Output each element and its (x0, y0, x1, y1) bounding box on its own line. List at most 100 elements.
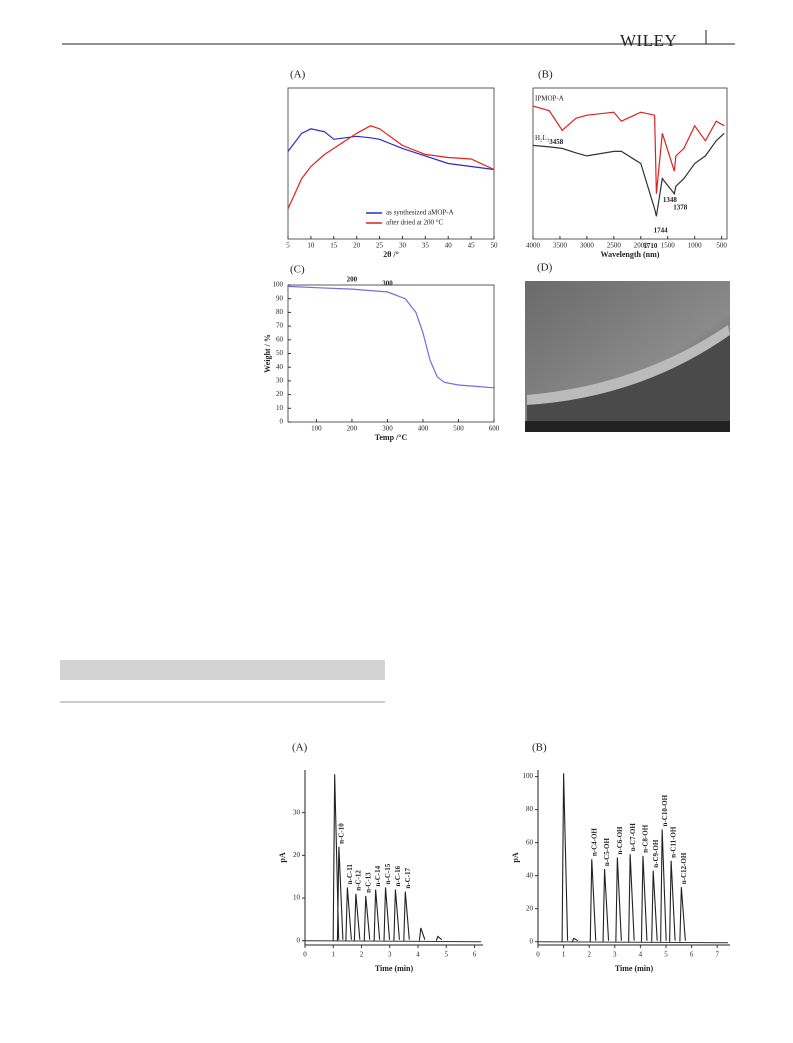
peak-label: n-C8-OH (642, 824, 650, 853)
peak (353, 893, 361, 941)
peak (393, 889, 400, 941)
x-tick-label: 35 (422, 242, 430, 250)
baseline (537, 941, 729, 944)
peak (383, 887, 391, 941)
y-tick-label: 80 (276, 308, 284, 316)
x-tick-label: 15 (330, 242, 338, 250)
y-tick-label: 50 (276, 349, 284, 357)
sem-image (525, 281, 730, 432)
x-tick-label: 2000 (634, 242, 649, 250)
data-line (532, 132, 725, 217)
x-tick-label: 200 (347, 425, 358, 433)
peak-label: n-C-17 (404, 868, 412, 889)
x-tick-label: 1 (332, 951, 336, 959)
peak (345, 887, 352, 941)
y-tick-label: 0 (297, 936, 301, 944)
peak (373, 889, 381, 941)
plot-frame (287, 87, 495, 240)
y-tick-label: 100 (273, 281, 284, 289)
peak (640, 855, 648, 942)
y-tick-label: 80 (526, 805, 534, 813)
x-tick-label: 6 (690, 951, 694, 959)
x-tick-label: 45 (468, 242, 476, 250)
peak-label: n-C11-OH (670, 826, 678, 858)
peak (418, 927, 426, 941)
plot-frame (532, 87, 728, 240)
x-tick-label: 4 (416, 951, 420, 959)
annotation: 1348 (663, 196, 678, 204)
panel-label: (B) (538, 69, 553, 81)
peak-label: n-C-13 (364, 872, 372, 893)
publisher-logo: WILEY (620, 31, 677, 50)
y-tick-label: 30 (293, 808, 301, 816)
peak-label: n-C7-OH (629, 823, 637, 852)
table-header-bar (60, 660, 385, 680)
baseline (304, 940, 482, 943)
x-tick-label: 3 (388, 951, 392, 959)
y-tick-label: 70 (276, 322, 284, 330)
peak-label: n-C-15 (384, 863, 392, 884)
x-tick-label: 0 (536, 951, 540, 959)
y-tick-label: 60 (276, 335, 284, 343)
peak (660, 829, 667, 942)
x-tick-label: 2 (360, 951, 364, 959)
x-tick-label: 30 (399, 242, 407, 250)
annotation: 1744 (654, 226, 669, 234)
data-line (287, 128, 495, 171)
y-tick-label: 40 (276, 363, 284, 371)
x-tick-label: 300 (382, 425, 393, 433)
peak (651, 870, 658, 942)
peak-label: n-C4-OH (590, 828, 598, 857)
peak (403, 891, 410, 941)
peak (571, 937, 579, 942)
y-tick-label: 0 (530, 937, 534, 945)
annotation: 1710 (643, 242, 658, 250)
plot-frame (287, 284, 495, 423)
x-tick-label: 100 (311, 425, 322, 433)
x-tick-label: 3000 (580, 242, 595, 250)
y-tick-label: 30 (276, 377, 284, 385)
data-line (287, 125, 495, 210)
panel-label: (A) (290, 69, 306, 81)
y-tick-label: 20 (276, 390, 284, 398)
peak (435, 935, 443, 941)
peak-label: n-C-11 (346, 864, 354, 885)
x-tick-label: 20 (353, 242, 361, 250)
x-tick-label: 600 (489, 425, 500, 433)
panel-label: (A) (292, 742, 308, 754)
x-tick-label: 5 (286, 242, 290, 250)
x-tick-label: 2 (587, 951, 591, 959)
y-tick-label: 90 (276, 294, 284, 302)
x-tick-label: 4 (639, 951, 643, 959)
y-axis-label: Weight / % (263, 334, 272, 373)
annotation: 1378 (673, 203, 688, 211)
x-axis-label: Temp /°C (375, 433, 408, 442)
peak-label: n-C9-OH (652, 839, 660, 868)
x-tick-label: 400 (418, 425, 429, 433)
peak (332, 774, 340, 941)
panel-label: (D) (537, 262, 553, 274)
x-tick-label: 500 (716, 242, 727, 250)
x-axis-label: Time (min) (615, 964, 654, 973)
x-tick-label: 4000 (526, 242, 541, 250)
y-axis-label: pA (511, 852, 520, 862)
x-axis-label: Time (min) (375, 964, 414, 973)
peak-label: n-C12-OH (680, 852, 688, 884)
x-tick-label: 25 (376, 242, 384, 250)
peak-label: n-C-16 (394, 865, 402, 886)
x-tick-label: 1000 (688, 242, 703, 250)
peak (669, 860, 676, 942)
annotation: 300 (382, 279, 393, 287)
data-line (532, 105, 725, 194)
x-tick-label: 500 (453, 425, 464, 433)
x-axis-label: 2θ /° (383, 250, 399, 259)
x-tick-label: 40 (445, 242, 453, 250)
x-axis-label: Wavelength (nm) (601, 250, 660, 259)
peak (561, 773, 569, 942)
peak-label: n-C-12 (354, 870, 362, 891)
panel-label: (B) (532, 742, 547, 754)
series-label: IPMOP-A (535, 95, 564, 103)
x-tick-label: 7 (715, 951, 719, 959)
